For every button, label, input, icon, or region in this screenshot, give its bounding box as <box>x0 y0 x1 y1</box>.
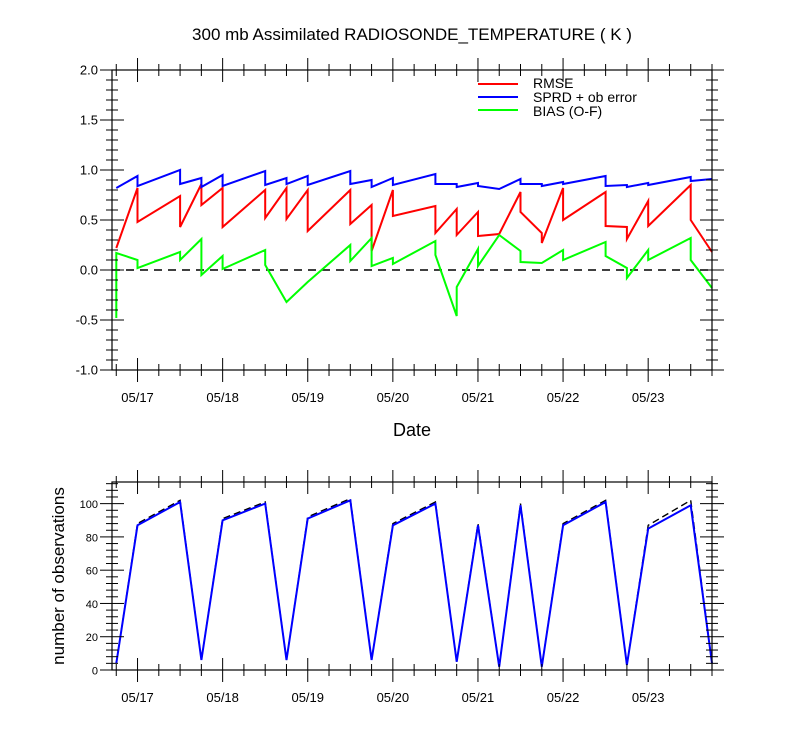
x-tick-label: 05/22 <box>547 390 580 405</box>
x-tick-label: 05/20 <box>377 390 410 405</box>
y-tick-label: 1.5 <box>80 113 98 128</box>
y-tick-label: 100 <box>80 499 98 511</box>
x-tick-label: 05/19 <box>291 390 324 405</box>
legend-label-bias: BIAS (O-F) <box>533 103 602 119</box>
y-tick-label: 80 <box>86 532 98 544</box>
series-line-used <box>115 498 713 667</box>
y-tick-label: 0.0 <box>80 263 98 278</box>
top-series-lines <box>112 168 713 318</box>
x-tick-label: 05/22 <box>547 690 580 705</box>
bottom-series-lines <box>115 497 713 667</box>
x-tick-label: 05/19 <box>291 690 324 705</box>
y-tick-label: 0.5 <box>80 213 98 228</box>
series-line-sprd-ob-error <box>115 168 713 191</box>
bottom-axis-ticks: 05/17 05/18 05/19 05/20 05/21 05/22 05/23 0 20 40… <box>80 470 724 705</box>
legend-label-sprd: SPRD + ob error <box>533 89 637 105</box>
y-tick-label: 0 <box>92 666 98 678</box>
y-tick-label: 40 <box>86 599 98 611</box>
y-tick-label: 20 <box>86 632 98 644</box>
x-tick-label: 05/18 <box>206 390 239 405</box>
series-line-possible <box>115 497 713 667</box>
y-axis-label: number of observations <box>49 487 68 665</box>
series-line-bias-o-f <box>115 233 713 318</box>
x-tick-label: 05/21 <box>462 690 495 705</box>
top-plot-frame <box>111 69 713 371</box>
chart-title: 300 mb Assimilated RADIOSONDE_TEMPERATUR… <box>192 25 632 44</box>
y-tick-label: -1.0 <box>76 363 98 378</box>
x-tick-label: 05/23 <box>632 690 665 705</box>
x-tick-label: 05/21 <box>462 390 495 405</box>
x-tick-label: 05/20 <box>377 690 410 705</box>
y-tick-label: -0.5 <box>76 313 98 328</box>
x-tick-label: 05/18 <box>206 690 239 705</box>
x-axis-label: Date <box>393 420 431 440</box>
bottom-plot-frame <box>111 481 713 671</box>
legend-label-rmse: RMSE <box>533 75 573 91</box>
bottom-chart: 05/17 05/18 05/19 05/20 05/21 05/22 05/23 0 20 40… <box>49 470 724 705</box>
series-line-rmse <box>115 182 713 253</box>
x-tick-label: 05/23 <box>632 390 665 405</box>
y-tick-label: 2.0 <box>80 63 98 78</box>
legend: RMSE SPRD + ob error BIAS (O-F) <box>478 75 637 119</box>
top-chart: 300 mb Assimilated RADIOSONDE_TEMPERATUR… <box>76 25 724 440</box>
top-axis-ticks: 05/17 05/18 05/19 05/20 05/21 05/22 05/23 -1.0 -… <box>76 58 724 405</box>
y-tick-label: 1.0 <box>80 163 98 178</box>
x-tick-label: 05/17 <box>121 690 154 705</box>
x-tick-label: 05/17 <box>121 390 154 405</box>
y-tick-label: 60 <box>86 566 98 578</box>
